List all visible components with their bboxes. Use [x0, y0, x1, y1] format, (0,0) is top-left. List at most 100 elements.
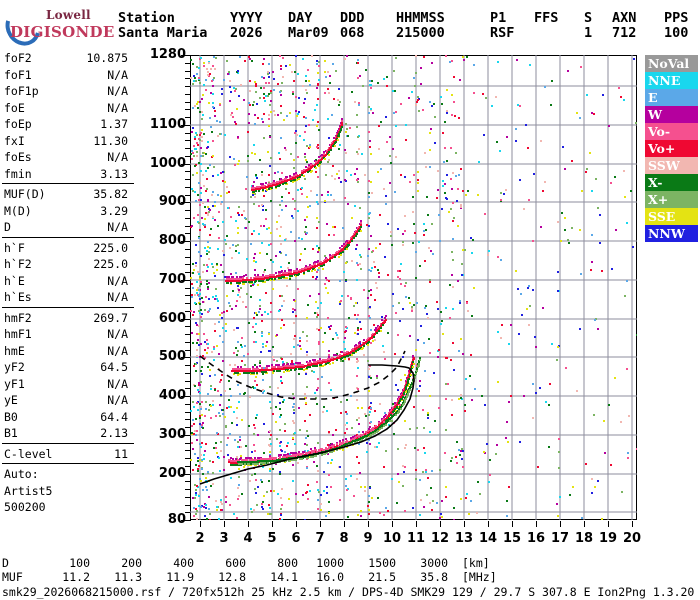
y-tick-160: [185, 489, 191, 490]
x-tick-10: [392, 521, 393, 527]
y-tick-260: [185, 450, 191, 451]
legend-item-w[interactable]: W: [645, 106, 698, 123]
x-tick-label-2: 2: [195, 531, 205, 546]
y-tick-label-1280: 1280: [149, 47, 186, 62]
param-group-1: MUF(D) 35.82 M(D) 3.29 D N/A: [2, 186, 134, 238]
plot-frame: [190, 55, 637, 520]
legend-item-nne[interactable]: NNE: [645, 72, 698, 89]
ionogram-plot[interactable]: [190, 55, 637, 520]
param-row-hmf1: hmF1 N/A: [2, 326, 134, 343]
y-tick-140: [185, 497, 191, 498]
y-tick-1100: [181, 125, 191, 126]
param-key: fmin: [4, 166, 32, 181]
x-tick-label-20: 20: [622, 531, 642, 546]
header-col-yyyy: YYYY: [230, 10, 263, 26]
y-tick-1280: [181, 55, 191, 56]
legend-item-vo-[interactable]: Vo-: [645, 123, 698, 140]
legend-item-sse[interactable]: SSE: [645, 208, 698, 225]
y-tick-380: [185, 404, 191, 405]
x-tick-11: [416, 521, 417, 527]
param-key: foF2: [4, 51, 32, 65]
x-tick-label-3: 3: [219, 531, 229, 546]
y-tick-980: [185, 171, 191, 172]
legend-item-x-[interactable]: X+: [645, 191, 698, 208]
y-tick-label-700: 700: [158, 272, 186, 287]
series-f2-3-hop-: [225, 220, 362, 285]
legend-item-vo-[interactable]: Vo+: [645, 140, 698, 157]
y-tick-460: [185, 373, 191, 374]
param-value: 2.13: [100, 426, 128, 440]
param-value: N/A: [107, 273, 128, 288]
y-tick-100: [185, 512, 191, 513]
logo-digisonde-text: DIGISONDE: [10, 23, 115, 41]
param-footer-line-0: Auto:: [4, 467, 39, 481]
param-key: foF1: [4, 67, 32, 82]
y-tick-620: [185, 311, 191, 312]
doppler-legend[interactable]: NoVal NNE E W Vo- Vo+ SSW X- X+ SSE NNW: [645, 55, 698, 242]
param-key: hmF1: [4, 327, 32, 341]
param-key: C-level: [4, 446, 53, 461]
legend-item-nnw[interactable]: NNW: [645, 225, 698, 242]
param-row-fof1: foF1 N/A: [2, 67, 134, 84]
legend-item-e[interactable]: E: [645, 89, 698, 106]
param-group-2: h`F 225.0 h`F2 225.0 h`E N/A h`Es N/A: [2, 240, 134, 308]
param-row-foes: foEs N/A: [2, 149, 134, 166]
x-tick-8: [344, 521, 345, 527]
y-tick-label-500: 500: [158, 349, 186, 364]
header-val-p1: RSF: [490, 25, 515, 41]
muf-value-4: 14.1: [270, 570, 298, 584]
param-row-h-e: h`E N/A: [2, 273, 134, 290]
param-row-yf2: yF2 64.5: [2, 359, 134, 376]
distance-value-5: 1000: [316, 556, 344, 570]
param-row-c-level: C-level 11: [2, 446, 134, 463]
legend-item-ssw[interactable]: SSW: [645, 157, 698, 174]
param-row-foe: foE N/A: [2, 100, 134, 117]
muf-value-0: 11.2: [62, 570, 90, 584]
param-row-fof2: foF2 10.875: [2, 50, 134, 67]
x-tick-label-14: 14: [478, 531, 498, 546]
y-tick-840: [185, 226, 191, 227]
legend-item-x-[interactable]: X-: [645, 174, 698, 191]
x-tick-label-19: 19: [598, 531, 618, 546]
y-tick-1260: [185, 63, 191, 64]
param-key: MUF(D): [4, 187, 46, 201]
param-key: M(D): [4, 203, 32, 218]
station-header: StationYYYYDAYDDDHHMMSSP1FFSSAXNPPSIGAPS…: [118, 10, 698, 44]
y-tick-940: [185, 187, 191, 188]
y-tick-1220: [185, 78, 191, 79]
x-tick-label-9: 9: [363, 531, 373, 546]
series-muf-curve-dashed: [199, 350, 406, 400]
param-key: h`F: [4, 240, 25, 255]
x-tick-label-17: 17: [550, 531, 570, 546]
header-col-axn: AXN: [612, 10, 637, 26]
x-tick-17: [560, 521, 561, 527]
param-row-yf1: yF1 N/A: [2, 376, 134, 393]
y-tick-360: [185, 412, 191, 413]
param-key: h`Es: [4, 290, 32, 304]
param-key: hmF2: [4, 310, 32, 325]
param-row-h-es: h`Es N/A: [2, 289, 134, 306]
param-value: 11: [114, 446, 128, 461]
param-row-ye: yE N/A: [2, 392, 134, 409]
param-key: foF1p: [4, 84, 39, 98]
x-tick-5: [272, 521, 273, 527]
x-tick-label-11: 11: [406, 531, 426, 546]
legend-item-noval[interactable]: NoVal: [645, 55, 698, 72]
param-value: N/A: [107, 220, 128, 234]
param-row-fmin: fmin 3.13: [2, 166, 134, 183]
y-tick-440: [185, 381, 191, 382]
y-tick-1180: [185, 94, 191, 95]
param-key: h`F2: [4, 257, 32, 271]
logo-lowell-text: Lowell: [46, 8, 91, 22]
x-tick-12: [440, 521, 441, 527]
param-group-4: C-level 11: [2, 446, 134, 464]
y-tick-label-300: 300: [158, 427, 186, 442]
x-tick-18: [584, 521, 585, 527]
param-value: N/A: [107, 376, 128, 391]
header-val-station: Santa Maria: [118, 25, 208, 41]
param-value: N/A: [107, 84, 128, 98]
x-tick-16: [536, 521, 537, 527]
x-tick-7: [320, 521, 321, 527]
y-tick-640: [185, 303, 191, 304]
y-tick-120: [185, 505, 191, 506]
